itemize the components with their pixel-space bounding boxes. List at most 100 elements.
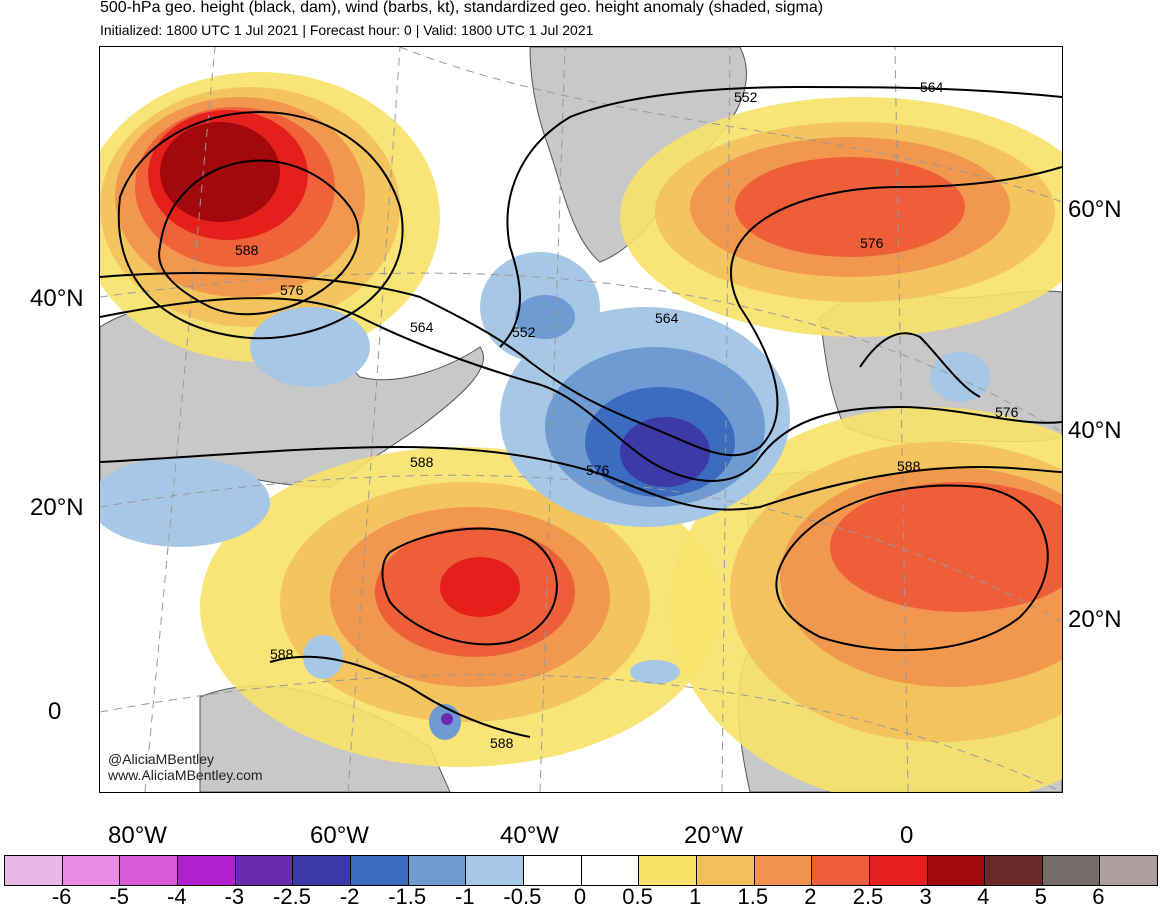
graticule-lat-0	[100, 674, 1062, 792]
colorbar-swatch	[177, 856, 236, 885]
contour-564-northamerica	[100, 166, 1062, 457]
graticule-lat-60n	[399, 47, 1062, 203]
credit-website: www.AliciaMBentley.com	[108, 767, 263, 783]
height-contours	[100, 85, 1062, 738]
colorbar-tick-label: 0	[573, 884, 587, 909]
graticule	[100, 47, 1062, 792]
colorbar-swatch	[350, 856, 409, 885]
colorbar-swatch	[581, 856, 640, 885]
graticule-lon-0	[894, 47, 909, 792]
graticule-lat-20n	[100, 474, 1062, 623]
colorbar-tick-label: 6	[1092, 884, 1105, 909]
anomaly-negative-atlantic-3	[620, 417, 710, 487]
graticule-lon-20w	[721, 47, 731, 792]
anomaly-negative-great-lakes	[250, 307, 370, 387]
colorbar-tick-label: -3	[224, 884, 245, 909]
colorbar-swatch	[1042, 856, 1101, 885]
anomaly-positive-africa-3	[830, 482, 1062, 612]
contour-588-atlantic	[100, 445, 1062, 511]
contour-label: 588	[490, 735, 514, 751]
contour-552-greenland	[499, 85, 1062, 348]
lat-label-right: 40°N	[1068, 417, 1122, 444]
lon-label-bottom: 80°W	[108, 822, 167, 849]
anomaly-negative-gulf	[100, 457, 270, 547]
colorbar-tick-label: -6	[51, 884, 72, 909]
colorbar-tick-label: -2.5	[273, 884, 311, 909]
colorbar-swatch	[466, 856, 524, 885]
graticule-lat-40n	[100, 272, 1062, 433]
lat-label-left: 20°N	[30, 494, 84, 521]
lon-label-bottom: 60°W	[310, 822, 369, 849]
graticule-lon-40w	[539, 47, 566, 792]
contour-label: 576	[995, 404, 1019, 420]
lon-label-bottom: 0	[900, 822, 914, 849]
colorbar-tick-label: -0.5	[503, 884, 542, 909]
colorbar-swatch	[293, 856, 351, 885]
colorbar-tick-label: -4	[167, 884, 187, 909]
contour-label: 564	[410, 319, 434, 335]
map-panel: 552 564 588 576 564 552 564 576 576 588 …	[99, 46, 1063, 793]
colorbar-swatch	[754, 856, 813, 885]
contour-576-canada	[117, 111, 404, 340]
colorbar	[4, 855, 1158, 886]
contour-label: 576	[586, 462, 610, 478]
contour-label: 588	[410, 454, 434, 470]
colorbar-tick-label: 4	[977, 884, 990, 909]
contour-label: 576	[860, 235, 884, 251]
colorbar-swatch	[120, 856, 178, 885]
colorbar-tick-label: -5	[109, 884, 129, 909]
graticule-lon-80w	[144, 47, 216, 792]
colorbar-tick-label: -1.5	[388, 884, 427, 909]
graticule-lon-60w	[347, 47, 401, 792]
anomaly-positive-atlantic-4	[440, 557, 520, 617]
chart-subtitle: Initialized: 1800 UTC 1 Jul 2021 | Forec…	[100, 22, 594, 38]
contour-588-southamerica	[269, 655, 531, 738]
contour-label: 552	[734, 89, 758, 105]
contour-label: 576	[280, 282, 304, 298]
map-canvas: 552 564 588 576 564 552 564 576 576 588 …	[100, 47, 1062, 792]
contour-label: 564	[920, 79, 944, 95]
colorbar-tick-label: 3	[919, 884, 932, 909]
colorbar-swatch	[408, 856, 467, 885]
contour-label: 588	[897, 458, 921, 474]
contour-576-europe	[859, 332, 981, 398]
anomaly-positive-northsea-3	[735, 157, 965, 257]
colorbar-swatch	[235, 856, 294, 885]
colorbar-swatch	[927, 856, 986, 885]
colorbar-tick-label: -1	[455, 884, 475, 909]
colorbar-swatch	[869, 856, 928, 885]
lat-label-left: 0	[48, 698, 62, 725]
anomaly-positive-canada-5	[160, 122, 280, 222]
lat-label-left: 40°N	[30, 285, 84, 312]
colorbar-tick-label: 0.5	[622, 884, 653, 909]
anomaly-shading	[100, 72, 1062, 792]
colorbar-swatch	[5, 856, 63, 885]
lat-label-right: 20°N	[1068, 606, 1122, 633]
chart-title: 500-hPa geo. height (black, dam), wind (…	[100, 0, 824, 16]
colorbar-swatch	[812, 856, 870, 885]
contour-588-africa	[775, 484, 1049, 652]
lon-label-bottom: 20°W	[684, 822, 743, 849]
colorbar-swatch	[696, 856, 755, 885]
colorbar-tick-label: 2	[804, 884, 817, 909]
colorbar-swatch	[1100, 856, 1158, 885]
contour-576-northamerica	[100, 297, 1062, 482]
contour-588-atlantic-high	[381, 527, 558, 646]
contour-label: 588	[235, 242, 259, 258]
colorbar-tick-label: 2.5	[852, 884, 884, 909]
contour-label: 564	[655, 310, 679, 326]
colorbar-swatch	[523, 856, 582, 885]
contour-label: 588	[270, 646, 294, 662]
colorbar-tick-label: -2	[339, 884, 360, 909]
contour-labels: 552 564 588 576 564 552 564 576 576 588 …	[235, 79, 1019, 751]
contour-588-canada	[158, 159, 360, 316]
lat-label-right: 60°N	[1068, 196, 1122, 223]
credit-handle: @AliciaMBentley	[108, 751, 215, 767]
colorbar-swatch	[639, 856, 697, 885]
colorbar-tick-label: 1.5	[737, 884, 769, 909]
colorbar-tick-label: 5	[1034, 884, 1047, 909]
contour-label: 552	[512, 324, 536, 340]
colorbar-tick-label: 1	[689, 884, 702, 909]
colorbar-swatch	[985, 856, 1043, 885]
anomaly-negative-guiana-core	[441, 713, 453, 725]
